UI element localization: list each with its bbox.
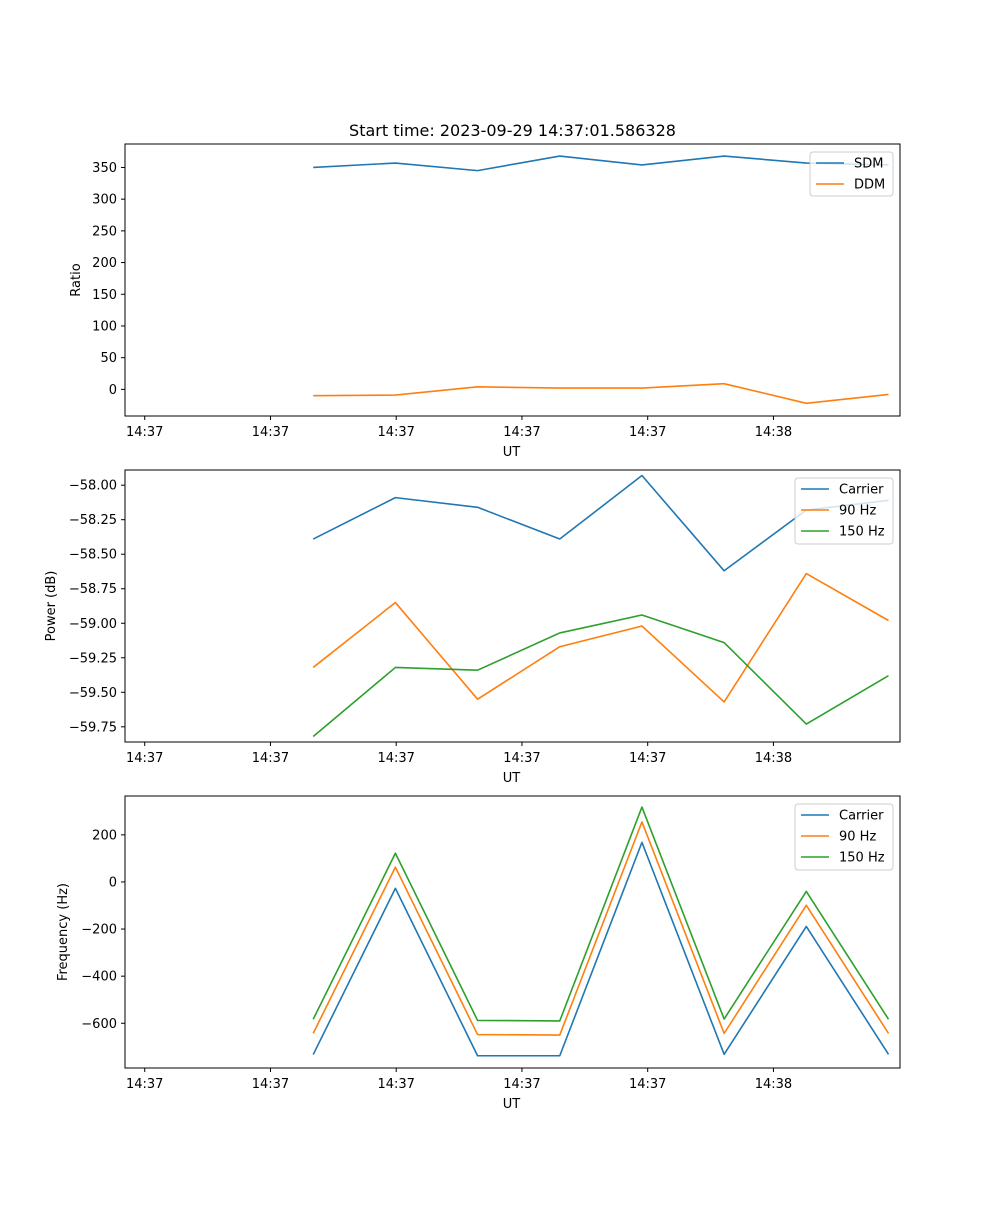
y-tick-label: −59.75: [69, 720, 117, 735]
series-line-150-hz: [312, 614, 889, 738]
series-line-sdm: [313, 155, 889, 172]
chart-title: Start time: 2023-09-29 14:37:01.586328: [349, 121, 676, 140]
axes-frame: [124, 795, 901, 1069]
y-tick-label: −58.25: [69, 513, 117, 528]
y-tick-label: −600: [81, 1017, 117, 1032]
legend-label: 150 Hz: [839, 525, 885, 540]
y-axis-label: Frequency (Hz): [56, 883, 71, 981]
y-tick-label: −59.00: [69, 617, 117, 632]
x-tick-label: 14:38: [755, 1077, 792, 1092]
y-tick-label: −58.00: [69, 479, 117, 494]
x-tick-label: 14:37: [252, 1077, 289, 1092]
axes-frame: [124, 469, 901, 743]
x-tick-label: 14:37: [377, 751, 414, 766]
x-axis-label: UT: [503, 771, 521, 786]
y-tick-label: 300: [92, 193, 117, 208]
axes-frame: [124, 143, 901, 417]
y-tick-label: 100: [92, 319, 117, 334]
legend-label: DDM: [854, 178, 885, 193]
y-tick-label: 200: [92, 256, 117, 271]
series-line-carrier: [312, 841, 890, 1057]
y-tick-label: 150: [92, 288, 117, 303]
subplot-1: 14:37 14:37 14:37 14:37 14:37 14:38 0 50 100 150 2…: [69, 121, 901, 460]
legend-box: [794, 803, 894, 871]
x-axis-label: UT: [503, 445, 521, 460]
y-tick-label: 0: [109, 875, 117, 890]
y-axis-label: Ratio: [69, 263, 84, 296]
legend-label: 150 Hz: [839, 851, 885, 866]
x-tick-label: 14:37: [126, 751, 163, 766]
x-tick-label: 14:37: [629, 1077, 666, 1092]
legend: Carrier 90 Hz 150 Hz: [794, 477, 894, 545]
x-tick-label: 14:37: [629, 425, 666, 440]
x-tick-label: 14:37: [252, 751, 289, 766]
legend-box: [794, 477, 894, 545]
subplot-2: 14:37 14:37 14:37 14:37 14:37 14:38 −59.75 −59.…: [44, 469, 901, 786]
x-axis-label: UT: [503, 1097, 521, 1112]
x-tick-label: 14:37: [126, 425, 163, 440]
x-tick-label: 14:37: [126, 1077, 163, 1092]
x-tick-label: 14:38: [755, 425, 792, 440]
y-tick-label: 350: [92, 161, 117, 176]
x-tick-label: 14:37: [503, 1077, 540, 1092]
legend-label: 90 Hz: [839, 504, 876, 519]
subplot-3: 14:37 14:37 14:37 14:37 14:37 14:38 −600 −400 −2…: [56, 795, 901, 1112]
series-line-ddm: [313, 382, 889, 405]
legend: Carrier 90 Hz 150 Hz: [794, 803, 894, 871]
x-tick-label: 14:37: [377, 1077, 414, 1092]
series-line-150-hz: [312, 806, 890, 1022]
x-tick-label: 14:37: [377, 425, 414, 440]
y-tick-label: 200: [92, 828, 117, 843]
legend-label: Carrier: [839, 483, 884, 498]
x-tick-label: 14:37: [629, 751, 666, 766]
y-tick-label: −200: [81, 923, 117, 938]
series-line-90-hz: [312, 572, 889, 703]
y-tick-label: −58.75: [69, 582, 117, 597]
y-tick-label: −58.50: [69, 548, 117, 563]
x-tick-label: 14:37: [503, 751, 540, 766]
x-tick-label: 14:38: [755, 751, 792, 766]
y-tick-label: −59.50: [69, 686, 117, 701]
x-tick-label: 14:37: [252, 425, 289, 440]
y-tick-label: 0: [109, 383, 117, 398]
legend: SDM DDM: [809, 151, 894, 197]
series-line-carrier: [312, 474, 889, 572]
y-tick-label: 250: [92, 224, 117, 239]
y-axis-label: Power (dB): [44, 571, 59, 642]
y-tick-label: −400: [81, 970, 117, 985]
legend-label: SDM: [854, 157, 883, 172]
legend-label: 90 Hz: [839, 830, 876, 845]
y-tick-label: −59.25: [69, 651, 117, 666]
series-line-90-hz: [312, 821, 890, 1036]
y-tick-label: 50: [100, 351, 117, 366]
x-tick-label: 14:37: [503, 425, 540, 440]
legend-label: Carrier: [839, 809, 884, 824]
